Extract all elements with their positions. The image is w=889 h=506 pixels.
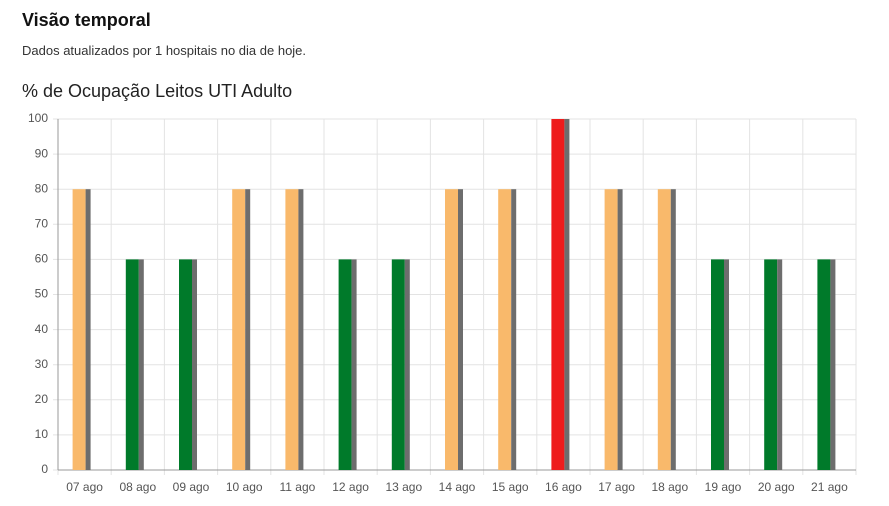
y-tick-label: 50 bbox=[35, 287, 49, 301]
y-tick-label: 20 bbox=[35, 392, 49, 406]
bar bbox=[338, 259, 352, 470]
bar bbox=[604, 189, 618, 470]
bar-shadow bbox=[245, 189, 251, 470]
x-tick-label: 16 ago bbox=[545, 480, 582, 494]
bar bbox=[711, 259, 724, 470]
y-tick-label: 0 bbox=[41, 462, 48, 476]
x-tick-label: 15 ago bbox=[492, 480, 529, 494]
bar bbox=[179, 259, 192, 470]
x-tick-label: 08 ago bbox=[119, 480, 156, 494]
bar-shadow bbox=[617, 189, 623, 470]
bar bbox=[498, 189, 512, 470]
x-tick-label: 19 ago bbox=[705, 480, 742, 494]
x-tick-label: 13 ago bbox=[385, 480, 422, 494]
bar-shadow bbox=[511, 189, 517, 470]
x-tick-label: 17 ago bbox=[598, 480, 635, 494]
y-tick-label: 60 bbox=[35, 252, 49, 266]
bar-shadow bbox=[298, 189, 304, 470]
bar bbox=[817, 259, 831, 470]
y-tick-label: 90 bbox=[35, 146, 49, 160]
y-tick-label: 10 bbox=[35, 427, 49, 441]
bar bbox=[445, 189, 458, 470]
y-tick-label: 40 bbox=[35, 322, 49, 336]
bar-shadow bbox=[404, 259, 410, 470]
bar-shadow bbox=[192, 259, 197, 470]
bar-shadow bbox=[670, 189, 676, 470]
bar-shadow bbox=[564, 119, 570, 470]
page-subtitle: Dados atualizados por 1 hospitais no dia… bbox=[22, 43, 307, 58]
x-tick-label: 18 ago bbox=[651, 480, 688, 494]
x-tick-label: 14 ago bbox=[439, 480, 476, 494]
y-tick-label: 100 bbox=[28, 111, 48, 125]
bar bbox=[657, 189, 671, 470]
bar-shadow bbox=[724, 259, 729, 470]
x-tick-label: 20 ago bbox=[758, 480, 795, 494]
x-tick-label: 10 ago bbox=[226, 480, 263, 494]
bar bbox=[391, 259, 405, 470]
bar bbox=[72, 189, 86, 470]
bar bbox=[764, 259, 778, 470]
bar bbox=[285, 189, 299, 470]
y-tick-label: 80 bbox=[35, 181, 49, 195]
bar-shadow bbox=[830, 259, 836, 470]
bar bbox=[232, 189, 246, 470]
x-tick-label: 07 ago bbox=[66, 480, 103, 494]
y-tick-label: 30 bbox=[35, 357, 49, 371]
page-title: Visão temporal bbox=[22, 10, 151, 30]
bar bbox=[125, 259, 139, 470]
bar-shadow bbox=[351, 259, 357, 470]
bar-shadow bbox=[138, 259, 144, 470]
x-tick-label: 21 ago bbox=[811, 480, 848, 494]
bar-shadow bbox=[85, 189, 91, 470]
bar-shadow bbox=[458, 189, 463, 470]
bar bbox=[551, 119, 565, 470]
x-tick-label: 09 ago bbox=[173, 480, 210, 494]
x-tick-label: 11 ago bbox=[279, 480, 315, 494]
x-tick-label: 12 ago bbox=[332, 480, 369, 494]
y-tick-label: 70 bbox=[35, 216, 49, 230]
chart-title: % de Ocupação Leitos UTI Adulto bbox=[22, 81, 292, 101]
bar-shadow bbox=[777, 259, 783, 470]
